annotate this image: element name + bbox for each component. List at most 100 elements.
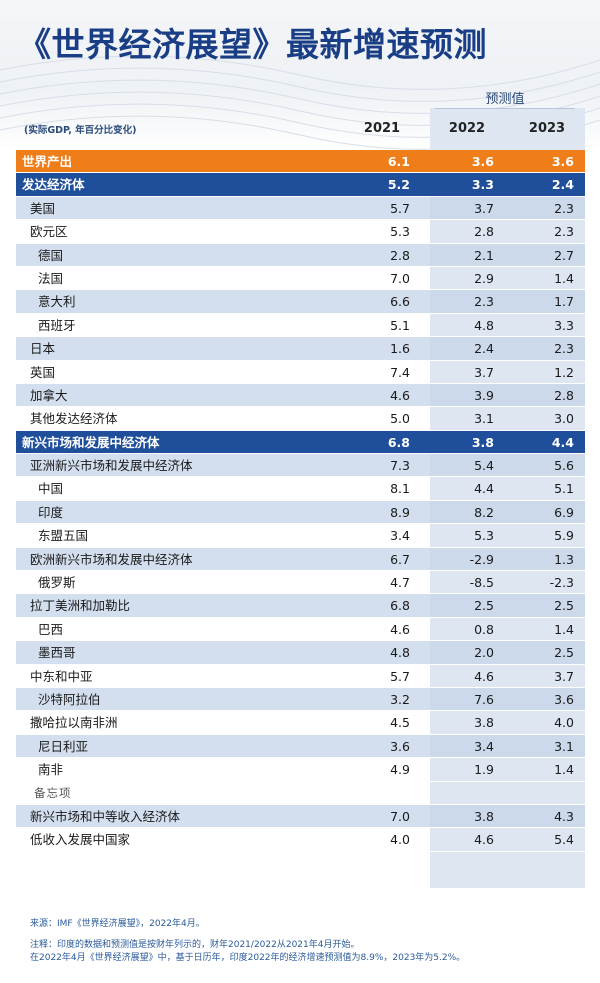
value-2021: 4.7 bbox=[390, 575, 410, 591]
row-label: 墨西哥 bbox=[38, 645, 76, 661]
value-2021: 6.7 bbox=[390, 551, 410, 567]
value-2023: 5.4 bbox=[554, 832, 574, 848]
value-2021: 2.8 bbox=[390, 247, 410, 263]
row-label: 西班牙 bbox=[38, 317, 76, 333]
value-2022: 3.1 bbox=[474, 411, 494, 427]
source-note: 来源：IMF《世界经济展望》，2022年4月。 bbox=[30, 919, 205, 929]
value-2021: 5.7 bbox=[390, 200, 410, 216]
value-2022: 2.4 bbox=[474, 341, 494, 357]
row-label: 新兴市场和发展中经济体 bbox=[22, 434, 160, 450]
table-row: 新兴市场和中等收入经济体 7.0 3.8 4.3 bbox=[16, 804, 585, 829]
value-2021: 7.0 bbox=[390, 270, 410, 286]
table-row: 俄罗斯 4.7 -8.5 -2.3 bbox=[16, 571, 585, 595]
row-label: 撒哈拉以南非洲 bbox=[30, 715, 118, 731]
value-2023: 3.1 bbox=[554, 738, 574, 754]
table-row: 加拿大 4.6 3.9 2.8 bbox=[16, 383, 585, 408]
value-2023: 2.5 bbox=[554, 598, 574, 614]
row-label: 美国 bbox=[30, 200, 56, 216]
value-2022: 4.4 bbox=[474, 481, 494, 497]
row-label: 日本 bbox=[30, 341, 56, 357]
table-row: 备忘项 bbox=[16, 782, 585, 805]
value-2022: 3.8 bbox=[474, 808, 494, 824]
value-2023: 3.7 bbox=[554, 668, 574, 684]
value-2023: 2.3 bbox=[554, 341, 574, 357]
value-2023: 1.7 bbox=[554, 294, 574, 310]
row-label: 法国 bbox=[38, 270, 64, 286]
table-row: 中东和中亚 5.7 4.6 3.7 bbox=[16, 665, 585, 688]
value-2021: 6.1 bbox=[387, 154, 410, 169]
unit-note: (实际GDP, 年百分比变化) bbox=[24, 125, 137, 136]
row-label: 印度 bbox=[38, 504, 64, 520]
value-2023: 5.6 bbox=[554, 458, 574, 474]
row-label: 新兴市场和中等收入经济体 bbox=[30, 808, 181, 824]
value-2023: 1.2 bbox=[554, 364, 574, 380]
value-2021: 6.8 bbox=[387, 434, 410, 450]
value-2022: 4.6 bbox=[474, 668, 494, 684]
table-row: 英国 7.4 3.7 1.2 bbox=[16, 361, 585, 384]
value-2022: 4.8 bbox=[474, 317, 494, 333]
value-2022: 7.6 bbox=[474, 691, 494, 707]
value-2022: 3.6 bbox=[471, 154, 494, 169]
table-row: 意大利 6.6 2.3 1.7 bbox=[16, 290, 585, 314]
value-2023: 4.0 bbox=[554, 715, 574, 731]
value-2021: 7.4 bbox=[390, 364, 410, 380]
value-2023: 2.3 bbox=[554, 224, 574, 240]
page-title: 《世界经济展望》最新增速预测 bbox=[18, 25, 487, 64]
value-2023: 3.0 bbox=[554, 411, 574, 427]
row-label: 低收入发展中国家 bbox=[30, 832, 131, 848]
table-row: 新兴市场和发展中经济体 6.8 3.8 4.4 bbox=[16, 430, 585, 455]
value-2021: 5.1 bbox=[390, 317, 410, 333]
value-2022: 3.8 bbox=[474, 715, 494, 731]
table-row: 东盟五国 3.4 5.3 5.9 bbox=[16, 524, 585, 548]
value-2022: 2.0 bbox=[474, 645, 494, 661]
value-2023: 1.4 bbox=[554, 621, 574, 637]
table-row: 墨西哥 4.8 2.0 2.5 bbox=[16, 641, 585, 665]
row-label: 南非 bbox=[38, 762, 64, 778]
value-2022: 4.6 bbox=[474, 832, 494, 848]
footnote-2: 在2022年4月《世界经济展望》中，基于日历年，印度2022年的经济增速预测值为… bbox=[30, 953, 466, 963]
table-row: 法国 7.0 2.9 1.4 bbox=[16, 267, 585, 291]
value-2021: 3.2 bbox=[390, 691, 410, 707]
row-label: 中国 bbox=[38, 481, 64, 497]
value-2022: 3.4 bbox=[474, 738, 494, 754]
table-row: 欧洲新兴市场和发展中经济体 6.7 -2.9 1.3 bbox=[16, 547, 585, 572]
row-label: 亚洲新兴市场和发展中经济体 bbox=[30, 458, 193, 474]
value-2021: 6.6 bbox=[390, 294, 410, 310]
value-2021: 7.0 bbox=[390, 808, 410, 824]
table-row: 中国 8.1 4.4 5.1 bbox=[16, 477, 585, 501]
value-2021: 5.2 bbox=[387, 177, 410, 193]
value-2022: 3.3 bbox=[471, 177, 494, 193]
value-2022: 2.8 bbox=[474, 224, 494, 240]
value-2023: 3.6 bbox=[554, 691, 574, 707]
value-2021: 8.1 bbox=[390, 481, 410, 497]
value-2023: 3.3 bbox=[554, 317, 574, 333]
value-2021: 3.4 bbox=[390, 528, 410, 544]
table-row: 尼日利亚 3.6 3.4 3.1 bbox=[16, 734, 585, 759]
value-2023: 2.8 bbox=[554, 387, 574, 403]
value-2023: 6.9 bbox=[554, 504, 574, 520]
table-row: 亚洲新兴市场和发展中经济体 7.3 5.4 5.6 bbox=[16, 454, 585, 478]
row-label: 尼日利亚 bbox=[38, 738, 89, 754]
value-2021: 6.8 bbox=[390, 598, 410, 614]
table-row: 南非 4.9 1.9 1.4 bbox=[16, 758, 585, 782]
table-row: 印度 8.9 8.2 6.9 bbox=[16, 500, 585, 525]
value-2022: -8.5 bbox=[469, 575, 494, 591]
value-2022: 0.8 bbox=[474, 621, 494, 637]
year-header-2021: 2021 bbox=[363, 121, 401, 136]
table-row: 撒哈拉以南非洲 4.5 3.8 4.0 bbox=[16, 711, 585, 735]
table-row: 沙特阿拉伯 3.2 7.6 3.6 bbox=[16, 687, 585, 712]
row-label: 欧元区 bbox=[30, 224, 68, 240]
value-2021: 5.3 bbox=[390, 224, 410, 240]
footnotes: 来源：IMF《世界经济展望》，2022年4月。 注释：印度的数据和预测值是按财年… bbox=[30, 918, 590, 965]
forecast-table: 世界产出 6.1 3.6 3.6 发达经济体 5.2 3.3 2.4 美国 5.7 3.7 2.3 欧元… bbox=[16, 150, 585, 852]
table-row: 西班牙 5.1 4.8 3.3 bbox=[16, 314, 585, 338]
header-background-pattern bbox=[0, 0, 600, 150]
row-label: 德国 bbox=[38, 247, 64, 263]
row-label: 沙特阿拉伯 bbox=[38, 691, 101, 707]
table-row: 拉丁美洲和加勒比 6.8 2.5 2.5 bbox=[16, 594, 585, 618]
value-2022: 3.7 bbox=[474, 364, 494, 380]
value-2023: 1.4 bbox=[554, 762, 574, 778]
value-2022: 5.3 bbox=[474, 528, 494, 544]
row-label: 世界产出 bbox=[22, 154, 73, 169]
